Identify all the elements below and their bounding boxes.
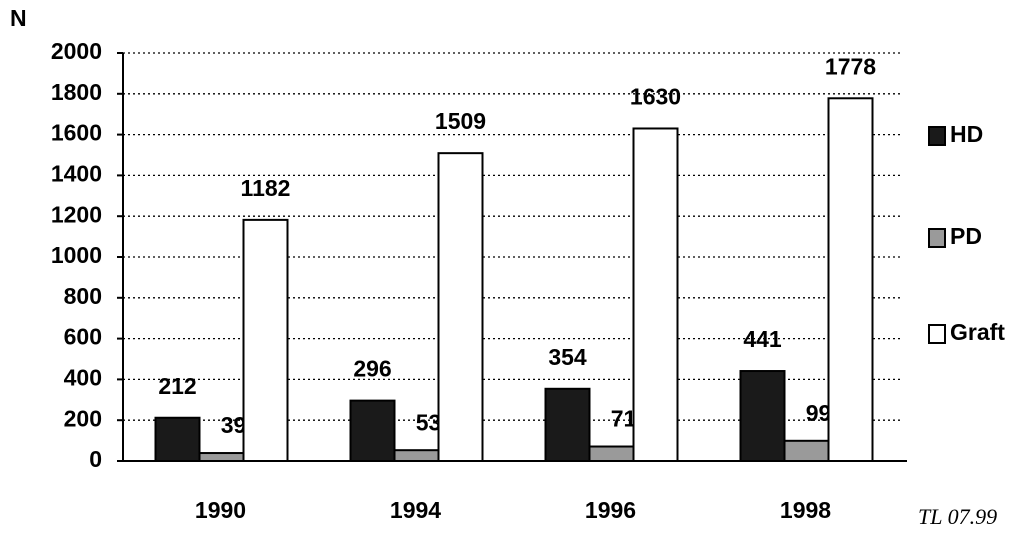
data-label: 441 [743, 326, 782, 352]
y-tick-label: 1800 [51, 79, 102, 105]
bar [739, 370, 786, 463]
data-label: 71 [611, 406, 637, 432]
y-tick-label: 200 [64, 405, 102, 431]
bar [154, 416, 201, 463]
y-tick-label: 1200 [51, 201, 102, 227]
y-tick-label: 400 [64, 364, 102, 390]
bar [632, 127, 679, 462]
data-label: 53 [416, 409, 442, 435]
data-label: 1630 [630, 84, 681, 110]
data-label: 1182 [241, 175, 291, 201]
x-tick-label: 1998 [780, 497, 831, 523]
x-tick-label: 1994 [390, 497, 441, 523]
y-tick-label: 800 [64, 283, 102, 309]
bar [783, 439, 830, 462]
legend-label: Graft [950, 319, 1005, 345]
bar [544, 387, 591, 462]
x-tick-label: 1996 [585, 497, 636, 523]
legend-swatch [928, 126, 946, 146]
y-axis-label: N [10, 5, 27, 31]
legend-label: HD [950, 121, 983, 147]
data-label: 212 [158, 373, 196, 399]
bar [827, 97, 874, 463]
data-label: 1778 [825, 53, 876, 79]
y-tick-label: 1600 [51, 120, 102, 146]
data-label: 296 [353, 356, 391, 382]
legend-swatch [928, 324, 946, 344]
y-tick-label: 600 [64, 324, 102, 350]
bar [242, 218, 289, 462]
bar [437, 152, 484, 462]
bar [588, 445, 635, 462]
legend-swatch [928, 228, 946, 248]
y-tick-label: 2000 [51, 38, 102, 64]
bar [393, 449, 440, 462]
data-label: 1509 [435, 108, 486, 134]
annotation: TL 07.99 [918, 504, 997, 529]
data-label: 39 [221, 412, 247, 438]
y-tick-label: 1400 [51, 160, 102, 186]
data-label: 354 [548, 344, 587, 370]
data-label: 99 [806, 400, 832, 426]
bar [198, 452, 245, 463]
x-tick-label: 1990 [195, 497, 246, 523]
legend-label: PD [950, 223, 982, 249]
bar [349, 399, 396, 462]
y-tick-label: 1000 [51, 242, 102, 268]
y-tick-label: 0 [89, 446, 102, 472]
